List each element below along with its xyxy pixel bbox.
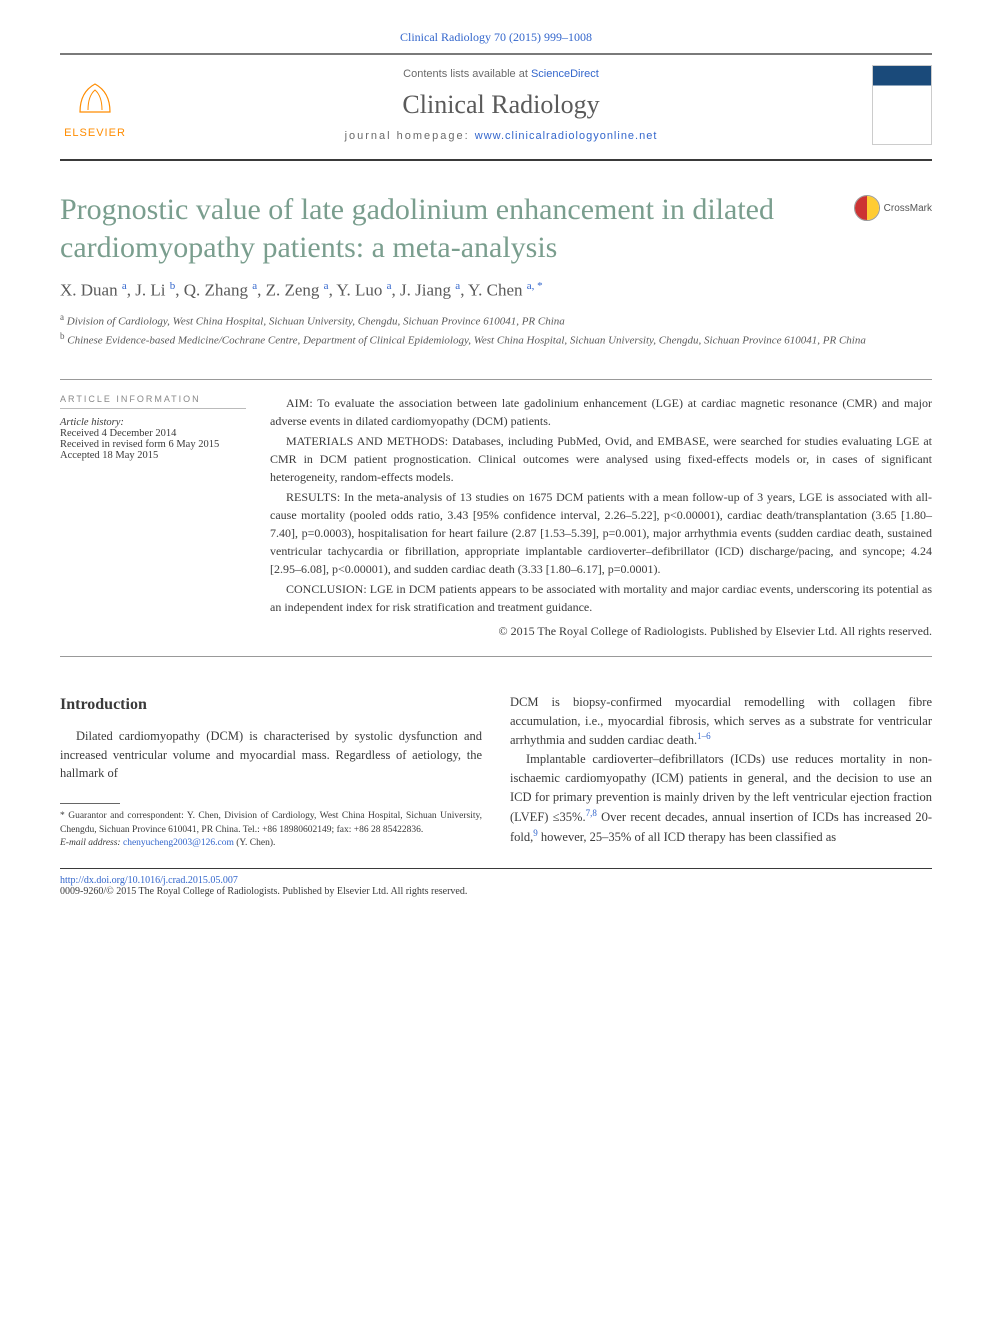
- journal-header: ELSEVIER Contents lists available at Sci…: [60, 53, 932, 161]
- affiliation-b: b Chinese Evidence-based Medicine/Cochra…: [60, 330, 932, 349]
- elsevier-label: ELSEVIER: [60, 127, 130, 139]
- contents-list-line: Contents lists available at ScienceDirec…: [130, 68, 872, 80]
- abstract: AIM: To evaluate the association between…: [260, 380, 932, 656]
- abstract-conclusion: CONCLUSION: LGE in DCM patients appears …: [270, 580, 932, 616]
- author-list: X. Duan a, J. Li b, Q. Zhang a, Z. Zeng …: [60, 280, 932, 301]
- abstract-copyright: © 2015 The Royal College of Radiologists…: [270, 622, 932, 640]
- article-title: Prognostic value of late gadolinium enha…: [60, 191, 834, 266]
- column-left: Introduction Dilated cardiomyopathy (DCM…: [60, 693, 482, 850]
- email-suffix: (Y. Chen).: [234, 838, 276, 848]
- sciencedirect-link[interactable]: ScienceDirect: [531, 68, 599, 80]
- intro-heading: Introduction: [60, 693, 482, 717]
- received-date: Received 4 December 2014: [60, 428, 246, 439]
- doi-link[interactable]: http://dx.doi.org/10.1016/j.crad.2015.05…: [60, 875, 238, 886]
- journal-cover-thumb: [872, 65, 932, 145]
- footnote-separator: [60, 803, 120, 804]
- accepted-date: Accepted 18 May 2015: [60, 450, 246, 461]
- contents-prefix: Contents lists available at: [403, 68, 531, 80]
- history-label: Article history:: [60, 417, 246, 428]
- footnotes: * Guarantor and correspondent: Y. Chen, …: [60, 810, 482, 850]
- intro-p1: Dilated cardiomyopathy (DCM) is characte…: [60, 727, 482, 783]
- corresponding-email-link[interactable]: chenyucheng2003@126.com: [123, 838, 234, 848]
- crossmark-label: CrossMark: [884, 203, 932, 214]
- citation-ref[interactable]: 7,8: [586, 808, 597, 818]
- page-footer: http://dx.doi.org/10.1016/j.crad.2015.05…: [60, 868, 932, 897]
- column-right: DCM is biopsy-confirmed myocardial remod…: [510, 693, 932, 850]
- body-text: Introduction Dilated cardiomyopathy (DCM…: [60, 693, 932, 850]
- journal-name: Clinical Radiology: [130, 90, 872, 120]
- homepage-link[interactable]: www.clinicalradiologyonline.net: [475, 130, 658, 142]
- abstract-results: RESULTS: In the meta-analysis of 13 stud…: [270, 488, 932, 578]
- revised-date: Received in revised form 6 May 2015: [60, 439, 246, 450]
- affiliation-a: a Division of Cardiology, West China Hos…: [60, 311, 932, 330]
- homepage-prefix: journal homepage:: [345, 130, 475, 142]
- affiliations: a Division of Cardiology, West China Hos…: [60, 311, 932, 349]
- email-label: E-mail address:: [60, 838, 123, 848]
- citation-ref[interactable]: 1–6: [697, 731, 711, 741]
- corresponding-author-note: * Guarantor and correspondent: Y. Chen, …: [60, 810, 482, 837]
- running-head: Clinical Radiology 70 (2015) 999–1008: [60, 30, 932, 45]
- intro-p3: Implantable cardioverter–defibrillators …: [510, 750, 932, 846]
- article-info-heading: ARTICLE INFORMATION: [60, 394, 246, 409]
- intro-p2: DCM is biopsy-confirmed myocardial remod…: [510, 693, 932, 750]
- abstract-methods: MATERIALS AND METHODS: Databases, includ…: [270, 432, 932, 486]
- issn-copyright: 0009-9260/© 2015 The Royal College of Ra…: [60, 886, 932, 897]
- elsevier-logo: ELSEVIER: [60, 72, 130, 139]
- crossmark-badge[interactable]: CrossMark: [854, 195, 932, 221]
- journal-homepage-line: journal homepage: www.clinicalradiologyo…: [130, 130, 872, 142]
- abstract-aim: AIM: To evaluate the association between…: [270, 394, 932, 430]
- crossmark-icon: [854, 195, 880, 221]
- email-line: E-mail address: chenyucheng2003@126.com …: [60, 837, 482, 850]
- article-info-sidebar: ARTICLE INFORMATION Article history: Rec…: [60, 380, 260, 656]
